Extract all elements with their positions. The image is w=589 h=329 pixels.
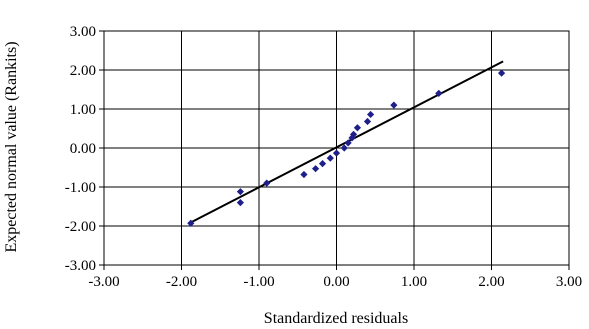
x-tick-label: 2.00 (478, 274, 504, 290)
data-point (236, 199, 244, 207)
x-tick-label: -1.00 (243, 274, 274, 290)
plot-frame (103, 30, 570, 266)
data-point (390, 101, 398, 109)
plot-border (103, 30, 570, 266)
y-tick-label: -3.00 (65, 258, 96, 274)
y-tick-label: -2.00 (65, 219, 96, 235)
data-point (300, 170, 308, 179)
y-tick-label: -1.00 (65, 180, 96, 196)
data-point (344, 139, 352, 147)
data-points (187, 69, 506, 227)
x-tick-label: -2.00 (166, 274, 197, 290)
data-point (326, 154, 334, 162)
data-point (318, 160, 327, 168)
grid (99, 30, 570, 270)
x-axis-title: Standardized residuals (264, 310, 408, 327)
data-point (311, 165, 320, 173)
data-point (263, 179, 271, 187)
x-tick-label: 3.00 (556, 274, 582, 290)
data-point (340, 144, 348, 152)
data-point (332, 149, 341, 157)
x-tick-label: 0.00 (323, 274, 349, 290)
y-tick-label: 2.00 (70, 63, 96, 79)
data-point (236, 188, 244, 196)
data-point (187, 219, 195, 227)
x-tick-labels: -3.00 -2.00 -1.00 0.00 1.00 2.00 3.00 (88, 274, 582, 290)
data-point (367, 110, 375, 119)
data-point (435, 89, 443, 97)
data-point (349, 130, 358, 138)
y-axis-title: Expected normal value (Rankits) (3, 41, 20, 252)
data-point (363, 117, 372, 126)
x-tick-label: 1.00 (401, 274, 427, 290)
data-point (353, 124, 362, 132)
y-tick-labels: 3.00 2.00 1.00 0.00 -1.00 -2.00 -3.00 (65, 24, 96, 274)
y-tick-label: 0.00 (70, 141, 96, 157)
data-point (497, 69, 506, 77)
y-tick-label: 3.00 (70, 24, 96, 40)
y-tick-label: 1.00 (70, 102, 96, 118)
x-tick-label: -3.00 (88, 274, 119, 290)
